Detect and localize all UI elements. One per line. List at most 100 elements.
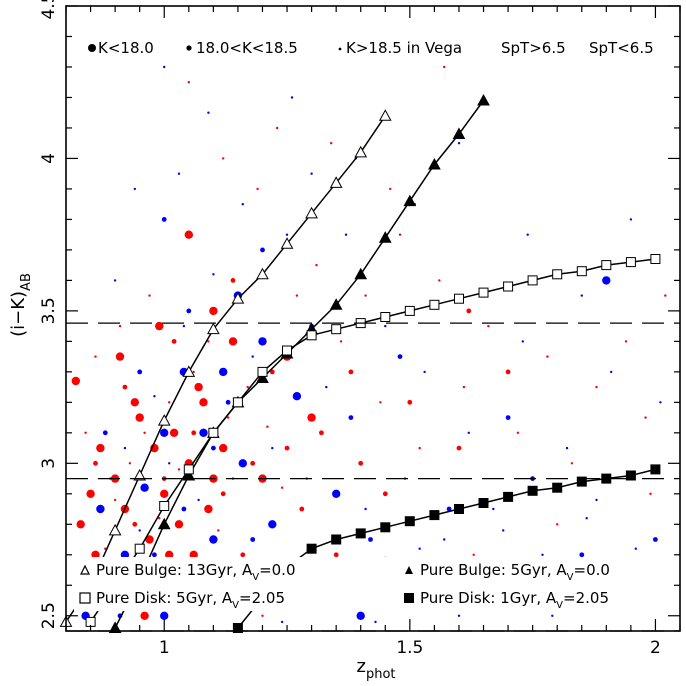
galaxy-point (226, 416, 230, 419)
track-marker-open-triangle (354, 145, 368, 158)
legend-marker-medium (186, 45, 192, 51)
track-marker-filled-square (306, 543, 317, 554)
galaxy-point (319, 430, 324, 436)
galaxy-point (333, 552, 339, 558)
galaxy-point (160, 489, 169, 498)
galaxy-point (186, 308, 192, 314)
legend-marker-large (88, 44, 96, 52)
galaxy-point (155, 321, 164, 331)
galaxy-point (219, 443, 228, 453)
track-marker-open-triangle (108, 523, 122, 536)
galaxy-point (251, 355, 254, 358)
galaxy-point (556, 523, 559, 526)
galaxy-point (295, 294, 299, 297)
galaxy-point (220, 491, 226, 497)
galaxy-point (250, 460, 256, 466)
track-marker-open-triangle (182, 365, 196, 377)
galaxy-point (384, 324, 387, 328)
galaxy-point (177, 468, 181, 471)
track-marker-filled-square (380, 522, 391, 533)
galaxy-point (204, 504, 213, 514)
track-marker-open-square (134, 543, 145, 554)
galaxy-point (546, 355, 549, 358)
galaxy-point (649, 492, 652, 495)
galaxy-point (443, 538, 446, 541)
galaxy-point (140, 483, 149, 492)
galaxy-point (280, 486, 284, 489)
magnitude-legend: K<18.0 18.0<K<18.5 K>18.5 in Vega SpT>6.… (88, 39, 654, 57)
galaxy-point (184, 230, 193, 239)
galaxy-point (152, 552, 157, 558)
galaxy-point (163, 65, 166, 69)
y-tick-label: 3.5 (39, 297, 59, 324)
galaxy-point (207, 340, 210, 343)
galaxy-point (120, 550, 130, 559)
track-marker-filled-square (355, 528, 366, 539)
track-marker-open-square (183, 464, 194, 475)
track-marker-filled-triangle (477, 93, 490, 106)
track-marker-open-triangle (378, 109, 392, 121)
galaxy-point (348, 415, 354, 420)
legend-label-red: SpT>6.5 (501, 39, 566, 57)
galaxy-point (332, 489, 341, 498)
galaxy-point (191, 430, 197, 436)
galaxy-point (446, 506, 452, 512)
galaxy-point (364, 507, 367, 511)
galaxy-point (438, 279, 441, 282)
track-marker-open-square (282, 345, 292, 356)
galaxy-point (133, 187, 136, 191)
galaxy-point (653, 537, 658, 542)
galaxy-point (325, 385, 328, 389)
galaxy-point (123, 446, 127, 450)
galaxy-point (158, 517, 161, 520)
galaxy-point (258, 337, 267, 346)
track-marker-open-square (232, 397, 243, 408)
galaxy-point (143, 431, 146, 434)
galaxy-point (225, 399, 231, 405)
galaxy-point (199, 428, 208, 437)
galaxy-point (418, 446, 421, 450)
galaxy-point (169, 428, 179, 437)
legend-bulge-5gyr: Pure Bulge: 5Gyr, AV=0.0 (420, 561, 610, 583)
track-marker-open-square (478, 287, 489, 298)
galaxy-point (526, 233, 529, 236)
galaxy-point (516, 431, 520, 434)
track-marker-open-square (380, 312, 391, 322)
galaxy-point (579, 552, 585, 558)
galaxy-point (132, 521, 138, 527)
galaxy-point (580, 294, 583, 297)
track-marker-open-square (429, 299, 440, 310)
track-marker-filled-triangle (329, 298, 343, 310)
x-axis-label-sub: phot (366, 667, 396, 682)
galaxy-point (456, 445, 462, 451)
axis-ticks: 1 1.5 2 2.5 3 3.5 4 4.5 (39, 0, 681, 658)
galaxy-point (96, 443, 105, 453)
galaxy-point (168, 401, 171, 404)
galaxy-point (551, 614, 554, 617)
track-marker-filled-square (552, 482, 563, 493)
galaxy-point (238, 459, 247, 468)
legend-bottom-background (74, 557, 672, 611)
galaxy-point (585, 517, 588, 520)
galaxy-point (137, 369, 143, 375)
legend-filled-square-marker (404, 593, 414, 603)
galaxy-point (207, 111, 210, 114)
x-tick-label: 2 (650, 638, 661, 658)
galaxy-point (664, 294, 667, 297)
track-marker-open-square (527, 275, 538, 286)
galaxy-point (260, 247, 265, 253)
legend-marker-small (338, 47, 342, 51)
galaxy-point (168, 462, 171, 465)
track-marker-open-square (454, 293, 464, 304)
galaxy-point (211, 445, 216, 451)
galaxy-point (113, 279, 117, 282)
galaxy-point (177, 172, 181, 175)
galaxy-point (629, 218, 633, 221)
model-tracks (59, 93, 661, 633)
galaxy-point (268, 520, 277, 529)
galaxy-point (130, 398, 139, 407)
legend-label-mid: 18.0<K<18.5 (196, 39, 298, 57)
galaxy-point (407, 399, 413, 405)
galaxy-point (348, 369, 354, 375)
galaxy-point (472, 553, 475, 556)
